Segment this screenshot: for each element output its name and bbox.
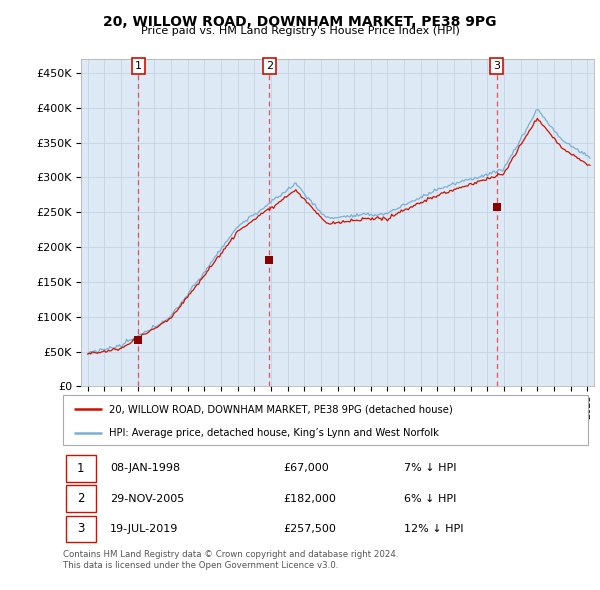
Text: HPI: Average price, detached house, King’s Lynn and West Norfolk: HPI: Average price, detached house, King… [109, 428, 439, 438]
Text: 19-JUL-2019: 19-JUL-2019 [110, 524, 179, 534]
Text: 7% ↓ HPI: 7% ↓ HPI [404, 463, 457, 473]
Text: 29-NOV-2005: 29-NOV-2005 [110, 494, 185, 503]
Text: 1: 1 [77, 462, 85, 475]
FancyBboxPatch shape [63, 395, 588, 445]
Text: 12% ↓ HPI: 12% ↓ HPI [404, 524, 464, 534]
Text: 20, WILLOW ROAD, DOWNHAM MARKET, PE38 9PG: 20, WILLOW ROAD, DOWNHAM MARKET, PE38 9P… [103, 15, 497, 30]
Text: 1: 1 [135, 61, 142, 71]
Text: Contains HM Land Registry data © Crown copyright and database right 2024.: Contains HM Land Registry data © Crown c… [63, 550, 398, 559]
Text: This data is licensed under the Open Government Licence v3.0.: This data is licensed under the Open Gov… [63, 560, 338, 569]
FancyBboxPatch shape [65, 516, 96, 542]
Text: £257,500: £257,500 [284, 524, 337, 534]
Text: 2: 2 [266, 61, 273, 71]
Text: Price paid vs. HM Land Registry's House Price Index (HPI): Price paid vs. HM Land Registry's House … [140, 26, 460, 36]
FancyBboxPatch shape [65, 486, 96, 512]
FancyBboxPatch shape [65, 455, 96, 481]
Text: 2: 2 [77, 492, 85, 505]
Text: £182,000: £182,000 [284, 494, 337, 503]
Text: £67,000: £67,000 [284, 463, 329, 473]
Text: 20, WILLOW ROAD, DOWNHAM MARKET, PE38 9PG (detached house): 20, WILLOW ROAD, DOWNHAM MARKET, PE38 9P… [109, 404, 453, 414]
Text: 08-JAN-1998: 08-JAN-1998 [110, 463, 181, 473]
Text: 6% ↓ HPI: 6% ↓ HPI [404, 494, 457, 503]
Text: 3: 3 [77, 522, 85, 535]
Text: 3: 3 [493, 61, 500, 71]
